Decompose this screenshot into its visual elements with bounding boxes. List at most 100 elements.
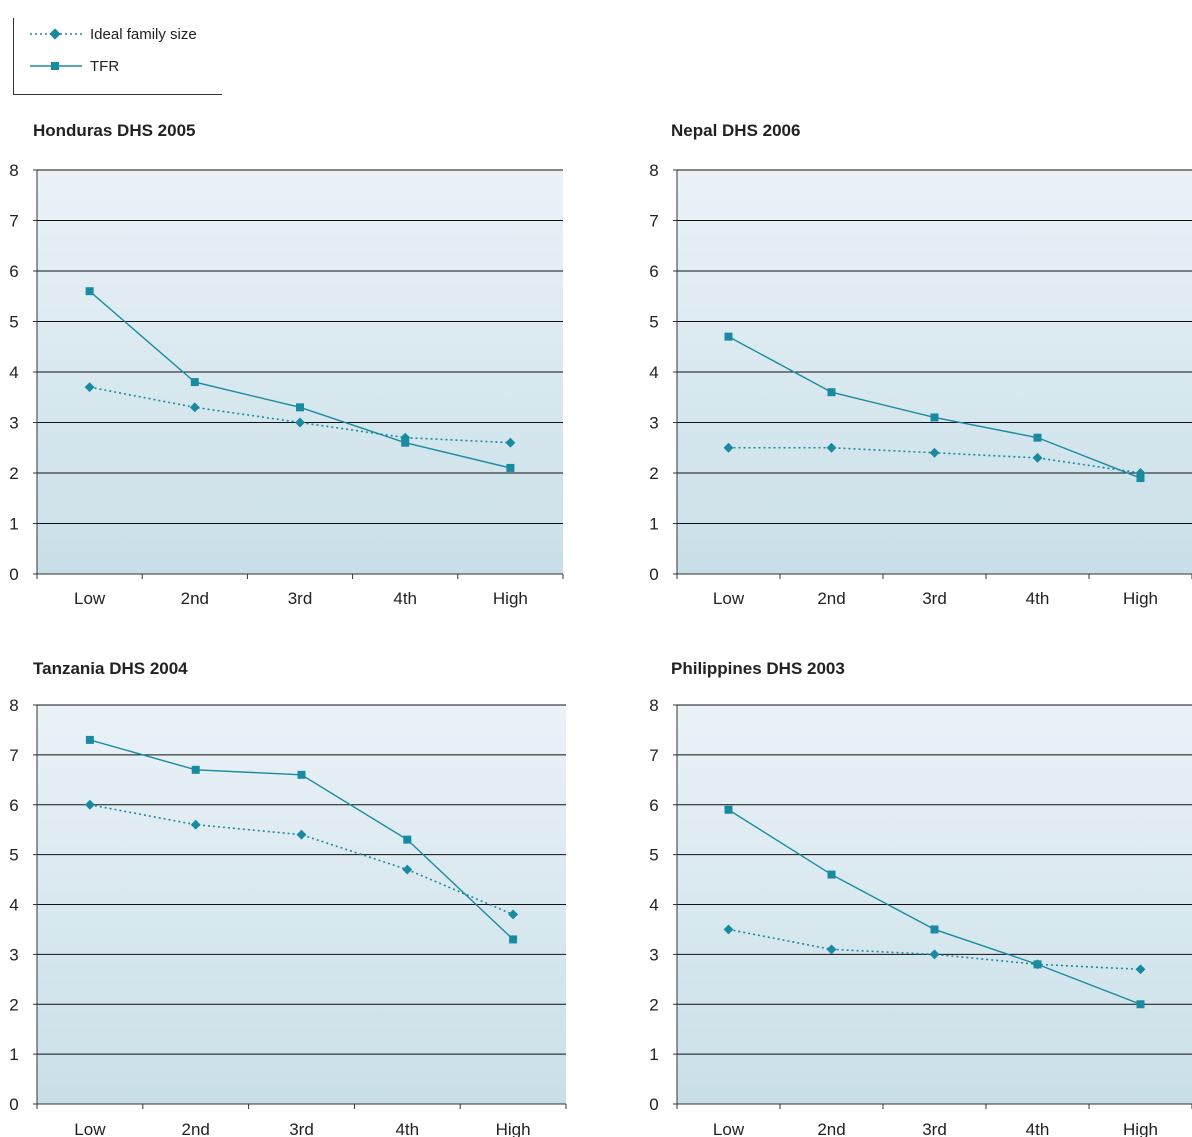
point-tfr-nepal-low (724, 332, 733, 341)
y-tick-label-nepal-8: 8 (649, 161, 658, 180)
point-tfr-philippines-4th (1033, 960, 1042, 969)
x-tick-label-tanzania-high: High (496, 1120, 531, 1137)
legend-swatch-ideal (30, 28, 82, 40)
x-tick-label-honduras-low: Low (74, 589, 106, 608)
y-tick-label-philippines-5: 5 (649, 846, 658, 865)
x-tick-label-philippines-high: High (1123, 1120, 1158, 1137)
x-tick-label-tanzania-low: Low (74, 1120, 106, 1137)
y-tick-label-nepal-6: 6 (649, 262, 658, 281)
x-tick-label-honduras-3rd: 3rd (288, 589, 313, 608)
point-tfr-tanzania-2nd (191, 765, 200, 774)
y-tick-label-honduras-2: 2 (9, 464, 18, 483)
point-tfr-tanzania-4th (403, 835, 412, 844)
point-tfr-honduras-high (506, 463, 515, 472)
y-tick-label-tanzania-6: 6 (9, 796, 18, 815)
y-tick-label-philippines-6: 6 (649, 796, 658, 815)
series-line-ideal-philippines (728, 928, 1141, 971)
x-tick-label-honduras-high: High (493, 589, 528, 608)
y-tick-label-honduras-1: 1 (9, 515, 18, 534)
chart-title-philippines: Philippines DHS 2003 (671, 659, 845, 678)
chart-panel-nepal: 0 1 2 3 4 5 6 7 8 Low 2nd 3rd 4th High (649, 161, 1192, 608)
point-ideal-honduras-2nd (189, 402, 200, 413)
y-tick-label-philippines-2: 2 (649, 995, 658, 1014)
y-tick-label-nepal-5: 5 (649, 313, 658, 332)
x-tick-label-philippines-low: Low (713, 1120, 745, 1137)
y-tick-label-nepal-7: 7 (649, 212, 658, 231)
legend-swatch-tfr (30, 62, 82, 70)
chart-title-tanzania: Tanzania DHS 2004 (33, 659, 188, 678)
y-tick-label-tanzania-5: 5 (9, 846, 18, 865)
y-tick-label-honduras-7: 7 (9, 212, 18, 231)
point-tfr-honduras-3rd (296, 403, 304, 412)
point-tfr-philippines-2nd (827, 870, 836, 879)
x-tick-label-nepal-3rd: 3rd (922, 589, 947, 608)
point-tfr-honduras-2nd (190, 378, 199, 387)
point-tfr-honduras-low (85, 287, 94, 296)
y-tick-label-tanzania-3: 3 (9, 945, 18, 964)
y-tick-label-philippines-0: 0 (649, 1095, 658, 1114)
x-tick-label-philippines-2nd: 2nd (817, 1120, 845, 1137)
point-tfr-philippines-3rd (930, 925, 939, 934)
series-line-ideal-tanzania (89, 803, 514, 916)
y-tick-label-philippines-4: 4 (649, 896, 658, 915)
x-tick-label-tanzania-2nd: 2nd (182, 1120, 210, 1137)
point-ideal-nepal-2nd (826, 442, 837, 453)
y-tick-label-honduras-8: 8 (9, 161, 18, 180)
point-tfr-honduras-4th (401, 438, 410, 447)
y-tick-label-philippines-3: 3 (649, 945, 658, 964)
y-tick-label-honduras-3: 3 (9, 414, 18, 433)
y-tick-label-philippines-7: 7 (649, 746, 658, 765)
x-tick-label-nepal-low: Low (713, 589, 745, 608)
x-tick-label-tanzania-3rd: 3rd (289, 1120, 314, 1137)
point-tfr-nepal-4th (1033, 433, 1042, 442)
point-tfr-nepal-2nd (827, 388, 836, 397)
point-ideal-philippines-low (723, 924, 734, 935)
point-ideal-nepal-low (723, 442, 734, 453)
y-tick-label-nepal-4: 4 (649, 363, 658, 382)
x-tick-label-philippines-4th: 4th (1026, 1120, 1050, 1137)
y-tick-label-honduras-5: 5 (9, 313, 18, 332)
legend-label-tfr: TFR (90, 57, 120, 75)
point-ideal-tanzania-low (84, 799, 95, 810)
y-tick-label-tanzania-7: 7 (9, 746, 18, 765)
legend-label-ideal: Ideal family size (90, 25, 197, 43)
point-ideal-honduras-high (505, 437, 516, 448)
point-tfr-philippines-low (724, 805, 733, 814)
point-tfr-nepal-high (1136, 474, 1145, 483)
y-tick-label-philippines-1: 1 (649, 1045, 658, 1064)
y-tick-label-philippines-8: 8 (649, 696, 658, 715)
x-tick-label-nepal-4th: 4th (1026, 589, 1050, 608)
chart-legend: Ideal family size TFR (13, 18, 222, 95)
x-tick-label-philippines-3rd: 3rd (922, 1120, 947, 1137)
point-tfr-philippines-high (1136, 1000, 1145, 1009)
x-tick-label-honduras-4th: 4th (393, 589, 417, 608)
chart-title-honduras: Honduras DHS 2005 (33, 121, 196, 140)
chart-panel-honduras: 0 1 2 3 4 5 6 7 8 Low 2nd 3rd 4th High (9, 161, 564, 608)
x-tick-label-honduras-2nd: 2nd (181, 589, 209, 608)
legend-item-ideal: Ideal family size (28, 23, 197, 45)
y-tick-label-nepal-2: 2 (649, 464, 658, 483)
x-tick-label-nepal-2nd: 2nd (817, 589, 845, 608)
point-ideal-honduras-3rd (295, 417, 305, 428)
y-tick-label-honduras-6: 6 (9, 262, 18, 281)
series-line-ideal-honduras (89, 386, 511, 444)
y-tick-label-nepal-3: 3 (649, 414, 658, 433)
chart-panel-tanzania: 0 1 2 3 4 5 6 7 8 Low 2nd 3rd 4th High (9, 696, 567, 1137)
x-tick-label-tanzania-4th: 4th (395, 1120, 419, 1137)
point-ideal-nepal-3rd (929, 447, 940, 458)
point-tfr-tanzania-3rd (297, 770, 306, 779)
y-tick-label-nepal-0: 0 (649, 565, 658, 584)
legend-item-tfr: TFR (28, 55, 119, 77)
y-tick-label-tanzania-0: 0 (9, 1095, 18, 1114)
y-tick-label-tanzania-1: 1 (9, 1045, 18, 1064)
y-tick-label-tanzania-8: 8 (9, 696, 18, 715)
y-tick-label-honduras-4: 4 (9, 363, 18, 382)
point-tfr-tanzania-high (509, 935, 518, 944)
x-tick-label-nepal-high: High (1123, 589, 1158, 608)
point-tfr-tanzania-low (85, 735, 94, 744)
point-ideal-philippines-3rd (929, 949, 940, 960)
y-tick-label-nepal-1: 1 (649, 515, 658, 534)
point-ideal-nepal-4th (1032, 452, 1043, 463)
point-tfr-nepal-3rd (930, 413, 939, 422)
y-tick-label-honduras-0: 0 (9, 565, 18, 584)
